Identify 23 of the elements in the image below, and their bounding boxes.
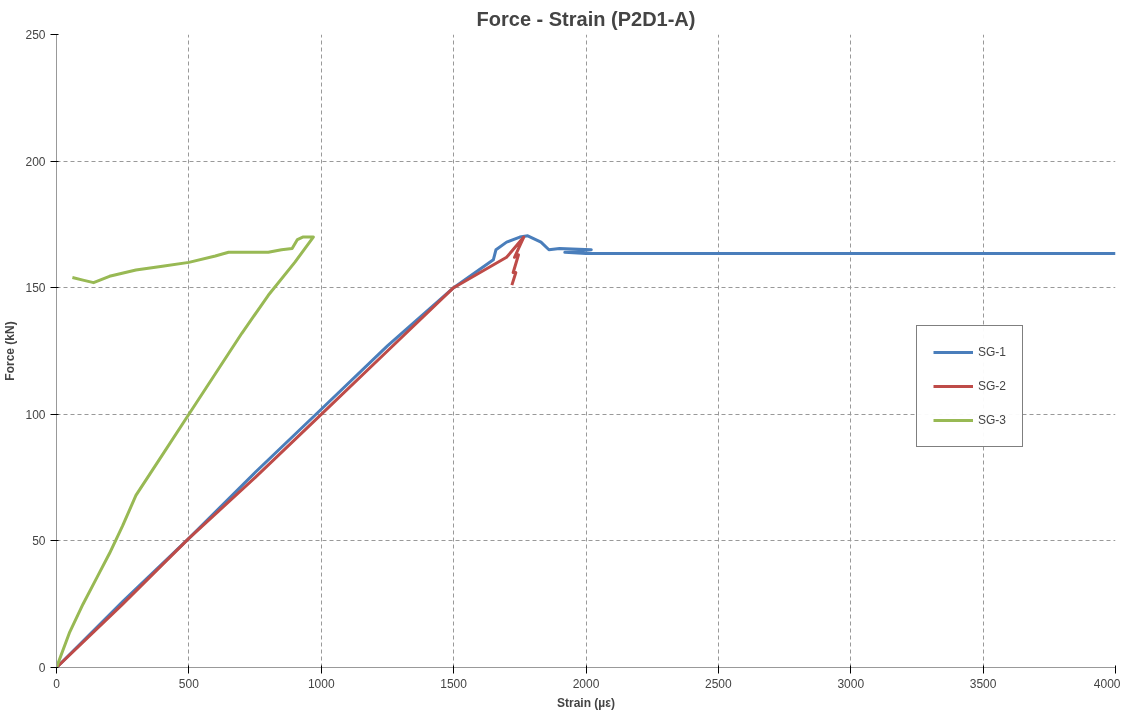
y-tick-label: 0: [38, 661, 46, 675]
x-tick-label: 3000: [837, 676, 865, 691]
y-tick-label: 100: [25, 407, 46, 422]
chart-title: Force - Strain (P2D1-A): [476, 7, 696, 30]
legend-label: SG-3: [978, 413, 1007, 427]
line-series: [56, 235, 526, 668]
legend-label: SG-2: [978, 379, 1007, 393]
x-tick-label: 2000: [572, 676, 600, 691]
legend-label: SG-1: [978, 345, 1007, 359]
y-tick-label: 200: [25, 154, 46, 169]
x-tick-label: 3500: [969, 676, 997, 691]
x-tick-label: 4000: [1093, 676, 1121, 691]
x-tick-label: 0: [53, 676, 61, 691]
x-axis-title: Strain (µε): [557, 695, 615, 710]
y-tick-label: 250: [25, 28, 46, 42]
line-series: [56, 235, 315, 668]
y-tick-label: 150: [25, 281, 46, 296]
x-tick-label: 1500: [440, 676, 468, 691]
x-tick-label: 2500: [705, 676, 733, 691]
y-tick-label: 50: [32, 534, 46, 549]
x-tick-label: 1000: [307, 676, 335, 691]
y-axis-title: Force (kN): [3, 321, 18, 381]
x-tick-label: 500: [178, 676, 200, 691]
